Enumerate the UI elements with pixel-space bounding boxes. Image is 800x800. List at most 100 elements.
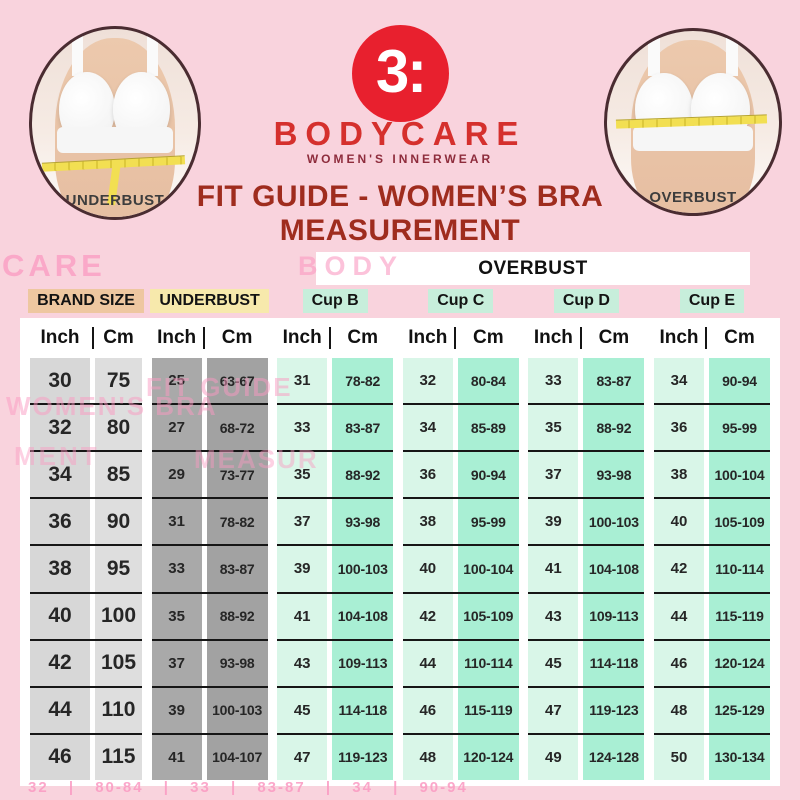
unit-inch-label: Inch [40,327,80,348]
table-cell: 43 [277,640,328,686]
unit-cm-label: Cm [724,327,755,348]
table-cell: 85 [95,452,142,498]
table-cell: 100-103 [206,687,268,733]
table-cell: 124-128 [583,734,645,780]
table-row: 37 93-98 [528,452,645,500]
overbust-span-header: OVERBUST [316,252,750,285]
table-row: 27 68-72 [151,405,268,453]
bra-strap [146,34,159,76]
table-row: 43 109-113 [277,640,394,688]
table-cell: 88-92 [332,452,394,498]
table-cell: 109-113 [332,640,394,686]
table-cell: 38 [653,452,704,498]
table-row: 33 83-87 [151,546,268,594]
table-cell: 90 [95,499,142,545]
unit-header: Inch Cm [654,318,770,358]
table-cell: 33 [151,546,202,592]
table-row: 42 110-114 [653,546,770,594]
table-row: 37 93-98 [151,640,268,688]
column-group: Inch Cm 31 78-82 33 83-87 35 88-92 37 93-98 39 100-… [277,318,394,780]
unit-divider [203,327,206,349]
table-cell: 80 [95,405,142,451]
size-table: Inch Cm 30 75 32 80 34 85 36 90 38 95 40 100 42 105 44 11… [20,318,780,786]
table-cell: 30 [30,358,90,404]
table-cell: 83-87 [332,405,394,451]
table-cell: 105-109 [457,593,519,639]
overbust-photo: OVERBUST [604,28,782,216]
table-cell: 32 [30,405,90,451]
table-cell: 63-67 [206,358,268,404]
table-cell: 42 [653,546,704,592]
column-group: Inch Cm 32 80-84 34 85-89 36 90-94 38 95-99 40 100-… [402,318,519,780]
table-cell: 115-119 [457,687,519,733]
table-cell: 78-82 [206,499,268,545]
table-row: 39 100-103 [528,499,645,547]
table-row: 38 95 [30,546,142,594]
table-row: 50 130-134 [653,734,770,780]
table-row: 49 124-128 [528,734,645,780]
table-cell: 95 [95,546,142,592]
table-cell: 100 [95,593,142,639]
table-row: 35 88-92 [528,405,645,453]
table-cell: 37 [151,640,202,686]
table-row: 40 100 [30,593,142,641]
table-row: 37 93-98 [277,499,394,547]
table-cell: 93-98 [206,640,268,686]
underbust-photo: UNDERBUST [29,26,201,220]
unit-header: Inch Cm [528,318,644,358]
table-cell: 68-72 [206,405,268,451]
underbust-caption: UNDERBUST [65,192,165,210]
table-cell: 110-114 [708,546,770,592]
table-cell: 32 [402,358,453,404]
table-row: 47 119-123 [528,687,645,735]
page-title-line2: MEASUREMENT [279,214,521,247]
table-cell: 33 [277,405,328,451]
brand-tagline: WOMEN'S INNERWEAR [306,152,494,166]
table-cell: 27 [151,405,202,451]
table-cell: 34 [30,452,90,498]
column-group-label: Cup C [428,289,494,313]
table-row: 31 78-82 [151,499,268,547]
table-cell: 46 [30,734,90,780]
column-group-label: Cup E [679,289,745,313]
table-row: 25 63-67 [151,358,268,406]
table-cell: 38 [402,499,453,545]
table-row: 33 83-87 [528,358,645,406]
table-cell: 39 [277,546,328,592]
table-cell: 34 [653,358,704,404]
table-cell: 93-98 [583,452,645,498]
table-cell: 104-108 [583,546,645,592]
table-row: 36 90-94 [402,452,519,500]
table-row: 44 115-119 [653,593,770,641]
table-row: 34 85 [30,452,142,500]
table-cell: 47 [528,687,579,733]
table-cell: 80-84 [457,358,519,404]
overbust-caption: OVERBUST [649,188,737,206]
table-cell: 104-108 [332,593,394,639]
unit-inch-label: Inch [157,327,197,348]
unit-cm-label: Cm [103,327,134,348]
unit-inch-label: Inch [282,327,322,348]
column-group-label: Cup D [553,289,619,313]
unit-header: Inch Cm [277,318,393,358]
table-cell: 73-77 [206,452,268,498]
table-cell: 41 [151,734,202,780]
table-cell: 105-109 [708,499,770,545]
table-cell: 110-114 [457,640,519,686]
table-cell: 90-94 [708,358,770,404]
table-cell: 44 [30,687,90,733]
table-cell: 36 [402,452,453,498]
table-row: 45 114-118 [528,640,645,688]
unit-divider [328,327,331,349]
column-group-label: UNDERBUST [150,289,269,313]
logo-glyph: 3: [375,37,427,105]
table-cell: 44 [653,593,704,639]
table-cell: 120-124 [708,640,770,686]
table-cell: 88-92 [206,593,268,639]
column-group: Inch Cm 33 83-87 35 88-92 37 93-98 39 100-103 41 10… [528,318,645,780]
unit-cm-label: Cm [347,327,378,348]
table-row: 41 104-108 [277,593,394,641]
table-cell: 33 [528,358,579,404]
bra-band [632,125,754,152]
table-cell: 44 [402,640,453,686]
